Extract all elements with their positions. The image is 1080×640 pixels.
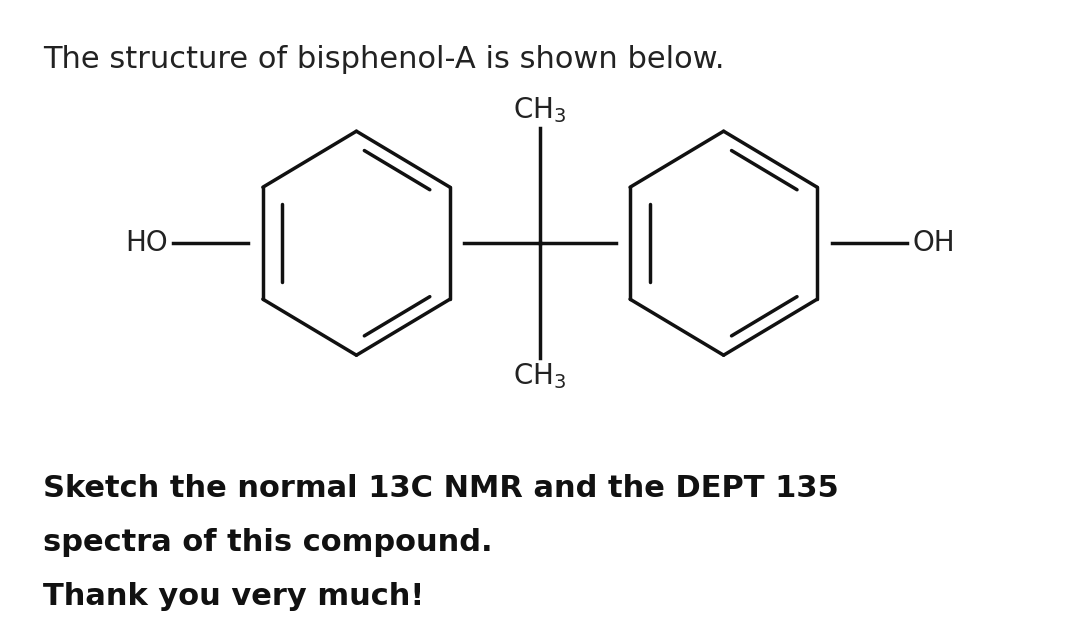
Text: spectra of this compound.: spectra of this compound.: [43, 528, 492, 557]
Text: OH: OH: [913, 229, 955, 257]
Text: Thank you very much!: Thank you very much!: [43, 582, 424, 611]
Text: CH$_3$: CH$_3$: [513, 362, 567, 392]
Text: HO: HO: [125, 229, 167, 257]
Text: CH$_3$: CH$_3$: [513, 95, 567, 125]
Text: The structure of bisphenol-A is shown below.: The structure of bisphenol-A is shown be…: [43, 45, 725, 74]
Text: Sketch the normal 13C NMR and the DEPT 135: Sketch the normal 13C NMR and the DEPT 1…: [43, 474, 839, 502]
